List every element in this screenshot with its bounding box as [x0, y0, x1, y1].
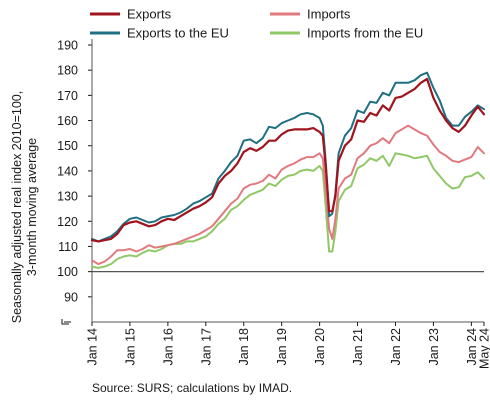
x-tick-label-jan-17: Jan 17 — [199, 328, 213, 366]
legend-label-exports-to-the-eu: Exports to the EU — [127, 26, 229, 41]
legend: Exports Imports Exports to the EU Imports f… — [90, 7, 423, 41]
legend-label-exports: Exports — [127, 7, 172, 22]
y-axis-break-mark — [62, 319, 71, 324]
y-tick-label-150: 150 — [57, 139, 78, 153]
y-tick-label-130: 130 — [57, 190, 78, 204]
y-tick-label-90: 90 — [64, 290, 78, 304]
series-line-imports — [92, 126, 484, 265]
plot-area: 190 180 170 160 150 140 130 120 110 100 90 Jan 14 Ja… — [57, 39, 490, 370]
y-tick-label-190: 190 — [57, 39, 78, 53]
y-axis-label-line-2: 3-month moving average — [25, 138, 39, 276]
x-tick-label-jan-19: Jan 19 — [275, 328, 289, 366]
legend-label-imports: Imports — [307, 7, 351, 22]
x-tick-label-jan-22: Jan 22 — [389, 328, 403, 366]
source-note: Source: SURS; calculations by IMAD. — [92, 381, 292, 395]
x-tick-label-jan-21: Jan 21 — [351, 328, 365, 366]
y-tick-label-180: 180 — [57, 64, 78, 78]
x-tick-label-jan-23: Jan 23 — [427, 328, 441, 366]
y-tick-label-140: 140 — [57, 164, 78, 178]
x-tick-label-may-24: May 24 — [478, 328, 490, 369]
y-tick-label-170: 170 — [57, 89, 78, 103]
x-tick-label-jan-18: Jan 18 — [237, 328, 251, 366]
y-axis-label-line-1: Seasonally adjusted real index 2010=100, — [10, 91, 24, 323]
x-tick-label-jan-14: Jan 14 — [86, 328, 100, 366]
y-tick-label-160: 160 — [57, 114, 78, 128]
x-tick-label-jan-16: Jan 16 — [161, 328, 175, 366]
series-line-imports-from-the-eu — [92, 153, 484, 268]
legend-label-imports-from-the-eu: Imports from the EU — [307, 26, 423, 41]
y-tick-label-120: 120 — [57, 215, 78, 229]
y-tick-label-110: 110 — [58, 240, 78, 254]
y-tick-label-100: 100 — [57, 265, 78, 279]
x-tick-label-jan-20: Jan 20 — [313, 328, 327, 366]
series-line-exports — [92, 79, 484, 241]
x-tick-label-jan-15: Jan 15 — [123, 328, 137, 366]
